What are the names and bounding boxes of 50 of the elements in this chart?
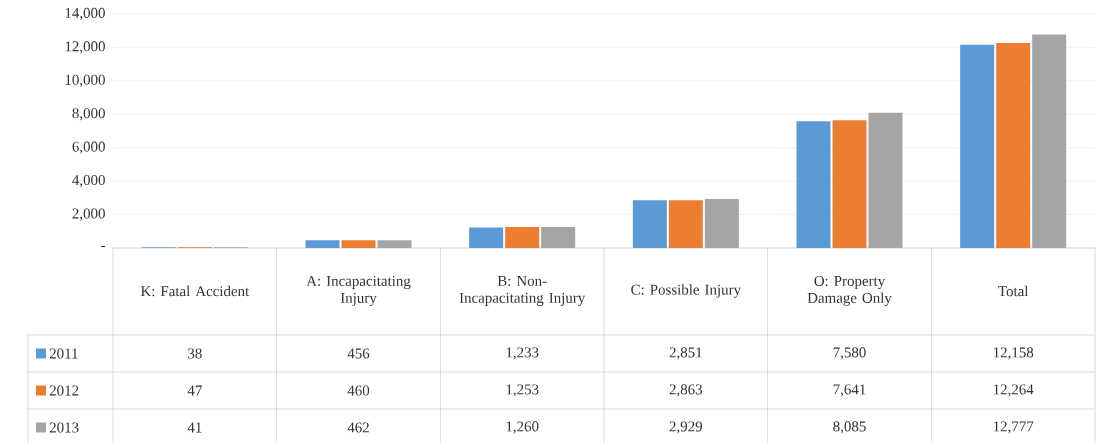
legend-label: 2011 [49, 348, 78, 359]
bar [341, 240, 376, 248]
y-tick-label: 14,000 [65, 7, 105, 21]
data-label: 7,641 [833, 384, 866, 397]
data-label: 1,233 [506, 347, 539, 360]
x-tick-label: K: Fatal Accident [140, 285, 250, 297]
data-label: 12,264 [993, 384, 1034, 397]
data-label: 462 [347, 422, 369, 433]
data-label: 12,158 [993, 347, 1034, 360]
x-tick-label: A: Incapacitating Injury [306, 275, 411, 307]
data-label: 1,253 [506, 384, 539, 397]
y-tick-label: 10,000 [65, 74, 105, 87]
bar [305, 240, 340, 248]
x-tick-label: C: Possible Injury [631, 284, 741, 298]
data-label: 47 [187, 385, 202, 396]
legend-label: 2012 [49, 385, 79, 396]
data-label: 456 [347, 348, 370, 359]
y-tick-label: 6,000 [72, 141, 105, 154]
bar [377, 240, 412, 248]
y-tick-label: 4,000 [72, 175, 105, 188]
bar [469, 227, 504, 248]
data-label: 2,851 [669, 347, 702, 360]
bar [704, 199, 739, 248]
bar [796, 121, 831, 248]
data-label: 12,777 [993, 421, 1034, 434]
bar [960, 44, 995, 248]
data-label: 41 [187, 422, 202, 433]
bar [668, 200, 703, 248]
data-label: 1,260 [506, 421, 539, 434]
x-tick-label: B: Non-Incapacitating Injury [459, 276, 586, 306]
data-label: 7,580 [833, 347, 866, 360]
bar [541, 226, 576, 248]
data-label: 8,085 [833, 421, 866, 434]
bar [505, 227, 540, 248]
bar [632, 200, 667, 248]
data-label: 2,929 [669, 421, 702, 434]
y-tick-label: 8,000 [72, 108, 105, 121]
y-tick-label: 12,000 [65, 41, 105, 54]
bar [1032, 34, 1067, 248]
x-tick-label: O: Property Damage Only [807, 275, 892, 307]
y-tick-label: - [101, 245, 105, 248]
data-label: 460 [347, 385, 370, 396]
legend-label: 2013 [49, 422, 79, 433]
bar [996, 43, 1031, 248]
bar [832, 120, 867, 248]
y-tick-label: 2,000 [72, 208, 105, 221]
data-label: 38 [188, 348, 202, 359]
bar [868, 112, 903, 248]
x-tick-label: Total [998, 285, 1029, 297]
data-label: 2,863 [669, 384, 703, 397]
